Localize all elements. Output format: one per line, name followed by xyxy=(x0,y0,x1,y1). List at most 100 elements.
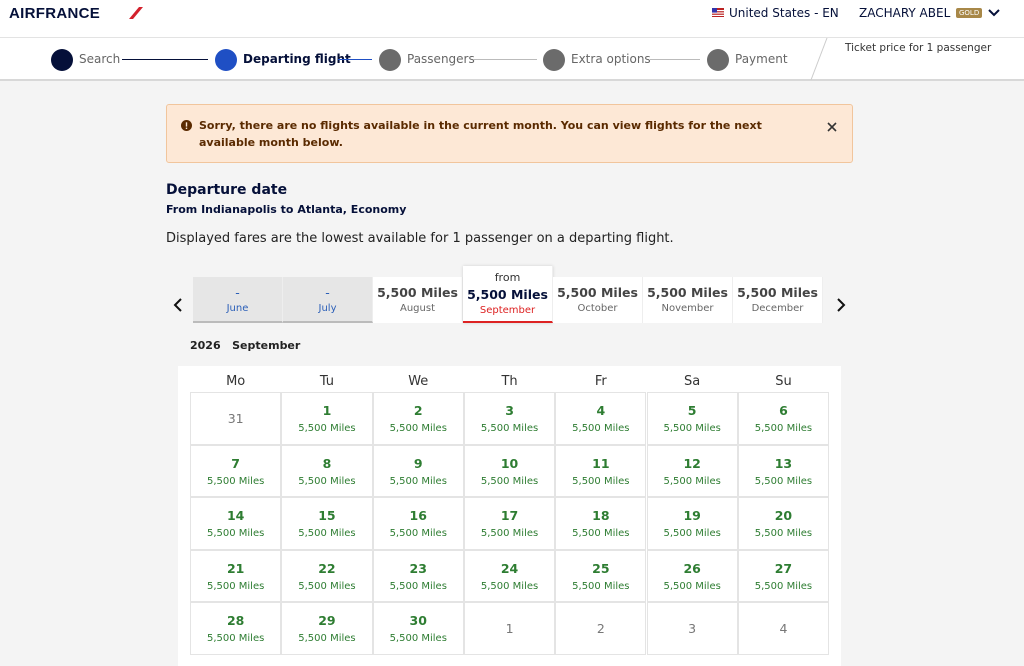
day-cell[interactable]: 22 5,500 Miles xyxy=(281,549,373,603)
month-tab[interactable]: - July xyxy=(283,277,373,323)
day-cell[interactable]: 5 5,500 Miles xyxy=(646,392,738,445)
day-number: 14 xyxy=(226,508,245,524)
top-bar: AIRFRANCE United States - EN ZACHARY ABE… xyxy=(0,0,1024,37)
tab-price: - xyxy=(325,285,330,300)
month-tab[interactable]: 5,500 Miles August xyxy=(373,277,463,323)
day-cell[interactable]: 10 5,500 Miles xyxy=(463,444,556,498)
day-number: 17 xyxy=(500,508,519,524)
day-number: 31 xyxy=(227,411,244,426)
alert-text: Sorry, there are no flights available in… xyxy=(199,119,762,149)
day-cell[interactable]: 12 5,500 Miles xyxy=(646,444,738,498)
day-price: 5,500 Miles xyxy=(663,528,721,540)
next-arrow[interactable] xyxy=(836,298,846,312)
day-price: 5,500 Miles xyxy=(754,528,813,540)
prev-arrow[interactable] xyxy=(173,298,183,312)
day-number: 26 xyxy=(683,560,701,576)
day-cell[interactable]: 20 5,500 Miles xyxy=(737,497,830,550)
step-label: Departing flight xyxy=(243,52,351,66)
day-number: 29 xyxy=(318,613,336,629)
day-number: 24 xyxy=(500,560,519,576)
day-cell[interactable]: 8 5,500 Miles xyxy=(281,444,373,498)
step-line xyxy=(338,59,372,60)
day-price: 5,500 Miles xyxy=(298,423,356,434)
day-cell[interactable]: 1 5,500 Miles xyxy=(281,392,373,445)
day-cell[interactable]: 4 5,500 Miles xyxy=(555,392,647,445)
day-number: 20 xyxy=(774,508,793,524)
locale-selector[interactable]: United States - EN xyxy=(729,6,839,20)
divider xyxy=(810,38,828,81)
tab-month: August xyxy=(400,303,435,314)
day-cell[interactable]: 14 5,500 Miles xyxy=(190,497,282,550)
day-price: 5,500 Miles xyxy=(206,528,265,540)
tab-month: June xyxy=(226,303,249,314)
tier-badge: GOLD xyxy=(956,8,983,18)
day-cell[interactable]: 6 5,500 Miles xyxy=(737,392,830,445)
close-button[interactable] xyxy=(827,122,837,132)
day-number: 2 xyxy=(596,621,605,637)
day-cell[interactable]: 18 5,500 Miles xyxy=(555,497,647,550)
day-cell[interactable]: 26 5,500 Miles xyxy=(646,549,738,603)
tab-month: July xyxy=(318,303,337,314)
day-cell[interactable]: 30 5,500 Miles xyxy=(372,602,464,655)
month-tab[interactable]: 5,500 Miles December xyxy=(733,277,823,323)
step-label: Payment xyxy=(735,52,788,66)
day-cell[interactable]: 21 5,500 Miles xyxy=(190,549,282,603)
day-cell[interactable]: 28 5,500 Miles xyxy=(190,602,282,655)
day-cell: 1 xyxy=(463,602,556,655)
day-number: 1 xyxy=(505,621,514,637)
day-cell[interactable]: 7 5,500 Miles xyxy=(190,444,282,498)
day-cell[interactable]: 24 5,500 Miles xyxy=(463,549,556,603)
day-cell[interactable]: 11 5,500 Miles xyxy=(555,444,647,498)
day-number: 13 xyxy=(774,455,793,471)
chevron-down[interactable] xyxy=(988,8,1000,17)
step-line xyxy=(650,59,700,60)
step-line xyxy=(473,59,537,60)
day-cell[interactable]: 2 5,500 Miles xyxy=(372,392,464,445)
day-cell[interactable]: 23 5,500 Miles xyxy=(372,549,464,603)
day-number: 6 xyxy=(779,403,788,418)
day-number: 1 xyxy=(322,403,332,418)
month-tab[interactable]: - June xyxy=(193,277,283,323)
day-price: 5,500 Miles xyxy=(480,580,539,592)
logo-mark xyxy=(129,7,143,19)
day-price: 5,500 Miles xyxy=(572,475,630,487)
user-name[interactable]: ZACHARY ABEL xyxy=(859,6,951,20)
day-number: 10 xyxy=(500,455,519,471)
logo[interactable]: AIRFRANCE xyxy=(9,5,101,22)
alert-icon xyxy=(181,120,192,131)
flag-icon xyxy=(712,8,724,17)
day-number: 25 xyxy=(592,560,610,576)
weekday: Su xyxy=(775,374,792,389)
step-icon xyxy=(379,49,401,71)
month-tab[interactable]: 5,500 Miles October xyxy=(553,277,643,323)
day-price: 5,500 Miles xyxy=(754,580,813,592)
day-number: 4 xyxy=(596,403,606,418)
heading: Departure date xyxy=(166,182,288,198)
day-cell[interactable]: 29 5,500 Miles xyxy=(281,602,373,655)
day-price: 5,500 Miles xyxy=(206,633,265,645)
weekday: We xyxy=(408,374,429,389)
month-tab[interactable]: 5,500 Miles November xyxy=(643,277,733,323)
weekday: Tu xyxy=(319,374,335,389)
tab-price: - xyxy=(235,285,240,300)
day-cell[interactable]: 13 5,500 Miles xyxy=(737,444,830,498)
step-icon xyxy=(707,49,729,71)
day-cell[interactable]: 17 5,500 Miles xyxy=(463,497,556,550)
day-price: 5,500 Miles xyxy=(389,528,447,540)
day-cell[interactable]: 19 5,500 Miles xyxy=(646,497,738,550)
day-cell[interactable]: 27 5,500 Miles xyxy=(737,549,830,603)
day-price: 5,500 Miles xyxy=(480,423,539,434)
step-label: Passengers xyxy=(407,52,475,66)
day-cell[interactable]: 15 5,500 Miles xyxy=(281,497,373,550)
day-cell[interactable]: 25 5,500 Miles xyxy=(555,549,647,603)
day-price: 5,500 Miles xyxy=(663,423,721,434)
day-cell[interactable]: 9 5,500 Miles xyxy=(372,444,464,498)
month-tab[interactable]: from 5,500 Miles September xyxy=(463,266,553,323)
day-cell[interactable]: 16 5,500 Miles xyxy=(372,497,464,550)
day-cell[interactable]: 3 5,500 Miles xyxy=(463,392,556,445)
tab-price: 5,500 Miles xyxy=(377,285,458,300)
step-label[interactable]: Search xyxy=(79,52,121,66)
step-icon xyxy=(215,49,237,71)
